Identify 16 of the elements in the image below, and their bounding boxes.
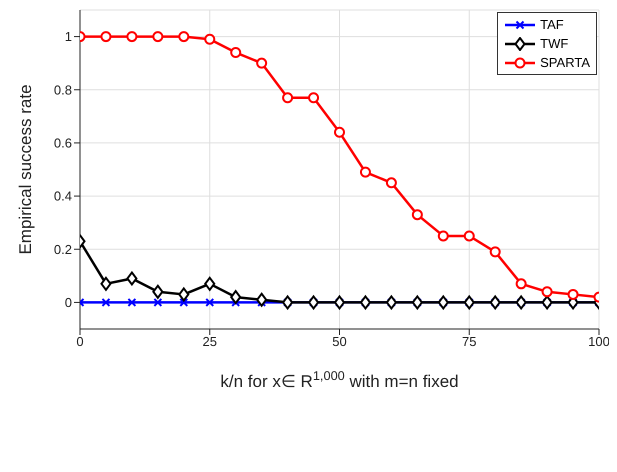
legend-label: TAF	[540, 17, 564, 32]
y-tick-label: 0.6	[54, 136, 72, 151]
y-tick-label: 0	[64, 295, 72, 310]
y-tick-label: 1	[64, 29, 72, 44]
y-tick-label: 0.8	[54, 82, 72, 98]
x-tick-label: 75	[462, 334, 476, 350]
y-tick-label: 0.4	[54, 188, 72, 204]
y-axis-title: Empirical success rate	[16, 84, 36, 255]
x-tick-label: 0	[76, 334, 84, 350]
x-axis-title: k/n for x∈ R$^{1,000}$ with m=n fixed	[220, 368, 459, 391]
x-tick-label: 25	[202, 334, 217, 350]
x-tick-label: 100	[588, 334, 610, 350]
legend-label: TWF	[540, 36, 568, 51]
x-tick-label: 50	[332, 334, 347, 350]
legend-label: SPARTA	[540, 55, 590, 70]
y-tick-label: 0.2	[54, 242, 72, 257]
